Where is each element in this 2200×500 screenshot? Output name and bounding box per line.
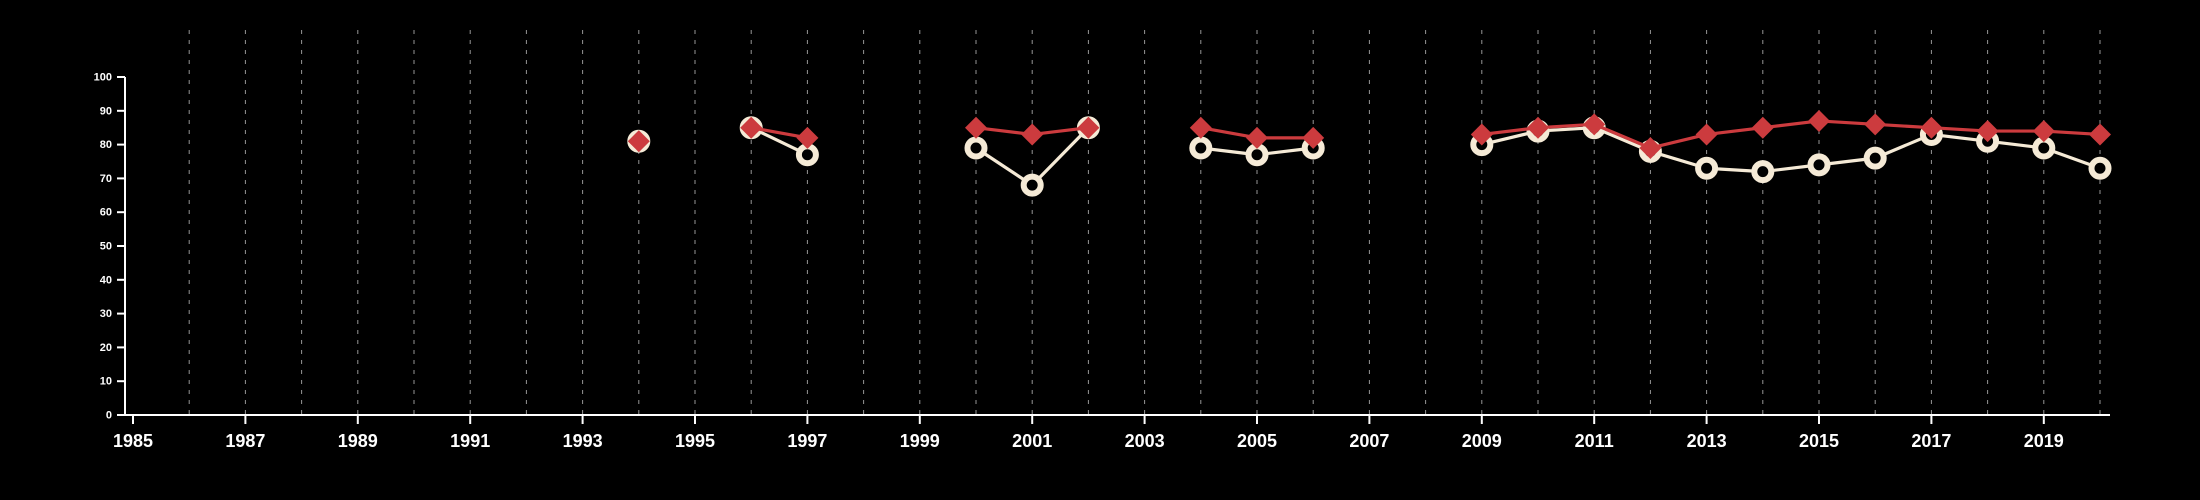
marker-diamond-icon [1527, 116, 1549, 139]
marker-diamond-icon [1976, 120, 1999, 143]
y-tick-label: 70 [100, 173, 112, 185]
y-tick-label: 0 [106, 410, 112, 422]
x-tick-label: 2017 [1911, 431, 1951, 451]
marker-diamond-icon [796, 126, 819, 149]
marker-diamond-icon [1302, 126, 1325, 149]
marker-diamond-icon [627, 130, 650, 153]
y-tick-label: 90 [100, 105, 112, 117]
x-tick-label: 2019 [2024, 431, 2064, 451]
x-tick-label: 2009 [1462, 431, 1502, 451]
marker-open-circle-icon [1695, 156, 1719, 180]
x-tick-label: 1993 [563, 431, 603, 451]
marker-open-circle-icon [1863, 146, 1887, 170]
x-tick-label: 2011 [1575, 431, 1614, 451]
marker-diamond-icon [1246, 126, 1268, 149]
x-tick-label: 2015 [1799, 431, 1839, 451]
x-tick-label: 2005 [1237, 431, 1277, 451]
marker-diamond-icon [1470, 123, 1493, 146]
marker-open-circle-icon [2088, 156, 2112, 180]
y-tick-label: 30 [100, 308, 112, 320]
y-tick-label: 20 [100, 342, 112, 354]
marker-diamond-icon [1021, 123, 1044, 146]
marker-open-circle-icon [964, 136, 988, 160]
marker-diamond-icon [1189, 116, 1212, 139]
y-tick-label: 80 [100, 139, 112, 151]
marker-diamond-icon [1639, 136, 1662, 159]
marker-diamond-icon [1864, 113, 1887, 136]
marker-diamond-icon [2032, 120, 2055, 143]
x-tick-label: 2007 [1349, 431, 1389, 451]
marker-open-circle-icon [1751, 160, 1775, 184]
marker-diamond-icon [1808, 109, 1830, 132]
x-tick-label: 2003 [1125, 431, 1165, 451]
y-tick-label: 40 [100, 274, 112, 286]
marker-diamond-icon [1077, 116, 1100, 139]
y-tick-label: 60 [100, 207, 112, 219]
marker-diamond-icon [1695, 123, 1718, 146]
marker-open-circle-icon [1189, 136, 1213, 160]
marker-open-circle-icon [1807, 153, 1831, 177]
x-tick-label: 1989 [338, 431, 378, 451]
marker-open-circle-icon [1020, 173, 1044, 197]
marker-diamond-icon [740, 116, 763, 139]
y-tick-label: 50 [100, 241, 112, 253]
x-tick-label: 1997 [787, 431, 827, 451]
x-tick-label: 2013 [1687, 431, 1727, 451]
y-tick-label: 100 [94, 72, 112, 84]
series-line-red-diamonds [749, 126, 810, 140]
x-tick-label: 1985 [113, 431, 153, 451]
x-tick-label: 1987 [225, 431, 265, 451]
x-tick-label: 1991 [450, 431, 490, 451]
x-tick-label: 1999 [900, 431, 940, 451]
x-tick-label: 1995 [675, 431, 715, 451]
x-tick-label: 2001 [1012, 431, 1052, 451]
marker-diamond-icon [1583, 113, 1606, 136]
marker-diamond-icon [2089, 123, 2111, 146]
marker-diamond-icon [1751, 116, 1774, 139]
marker-diamond-icon [1920, 116, 1943, 139]
marker-diamond-icon [965, 116, 987, 139]
y-tick-label: 10 [100, 376, 112, 388]
